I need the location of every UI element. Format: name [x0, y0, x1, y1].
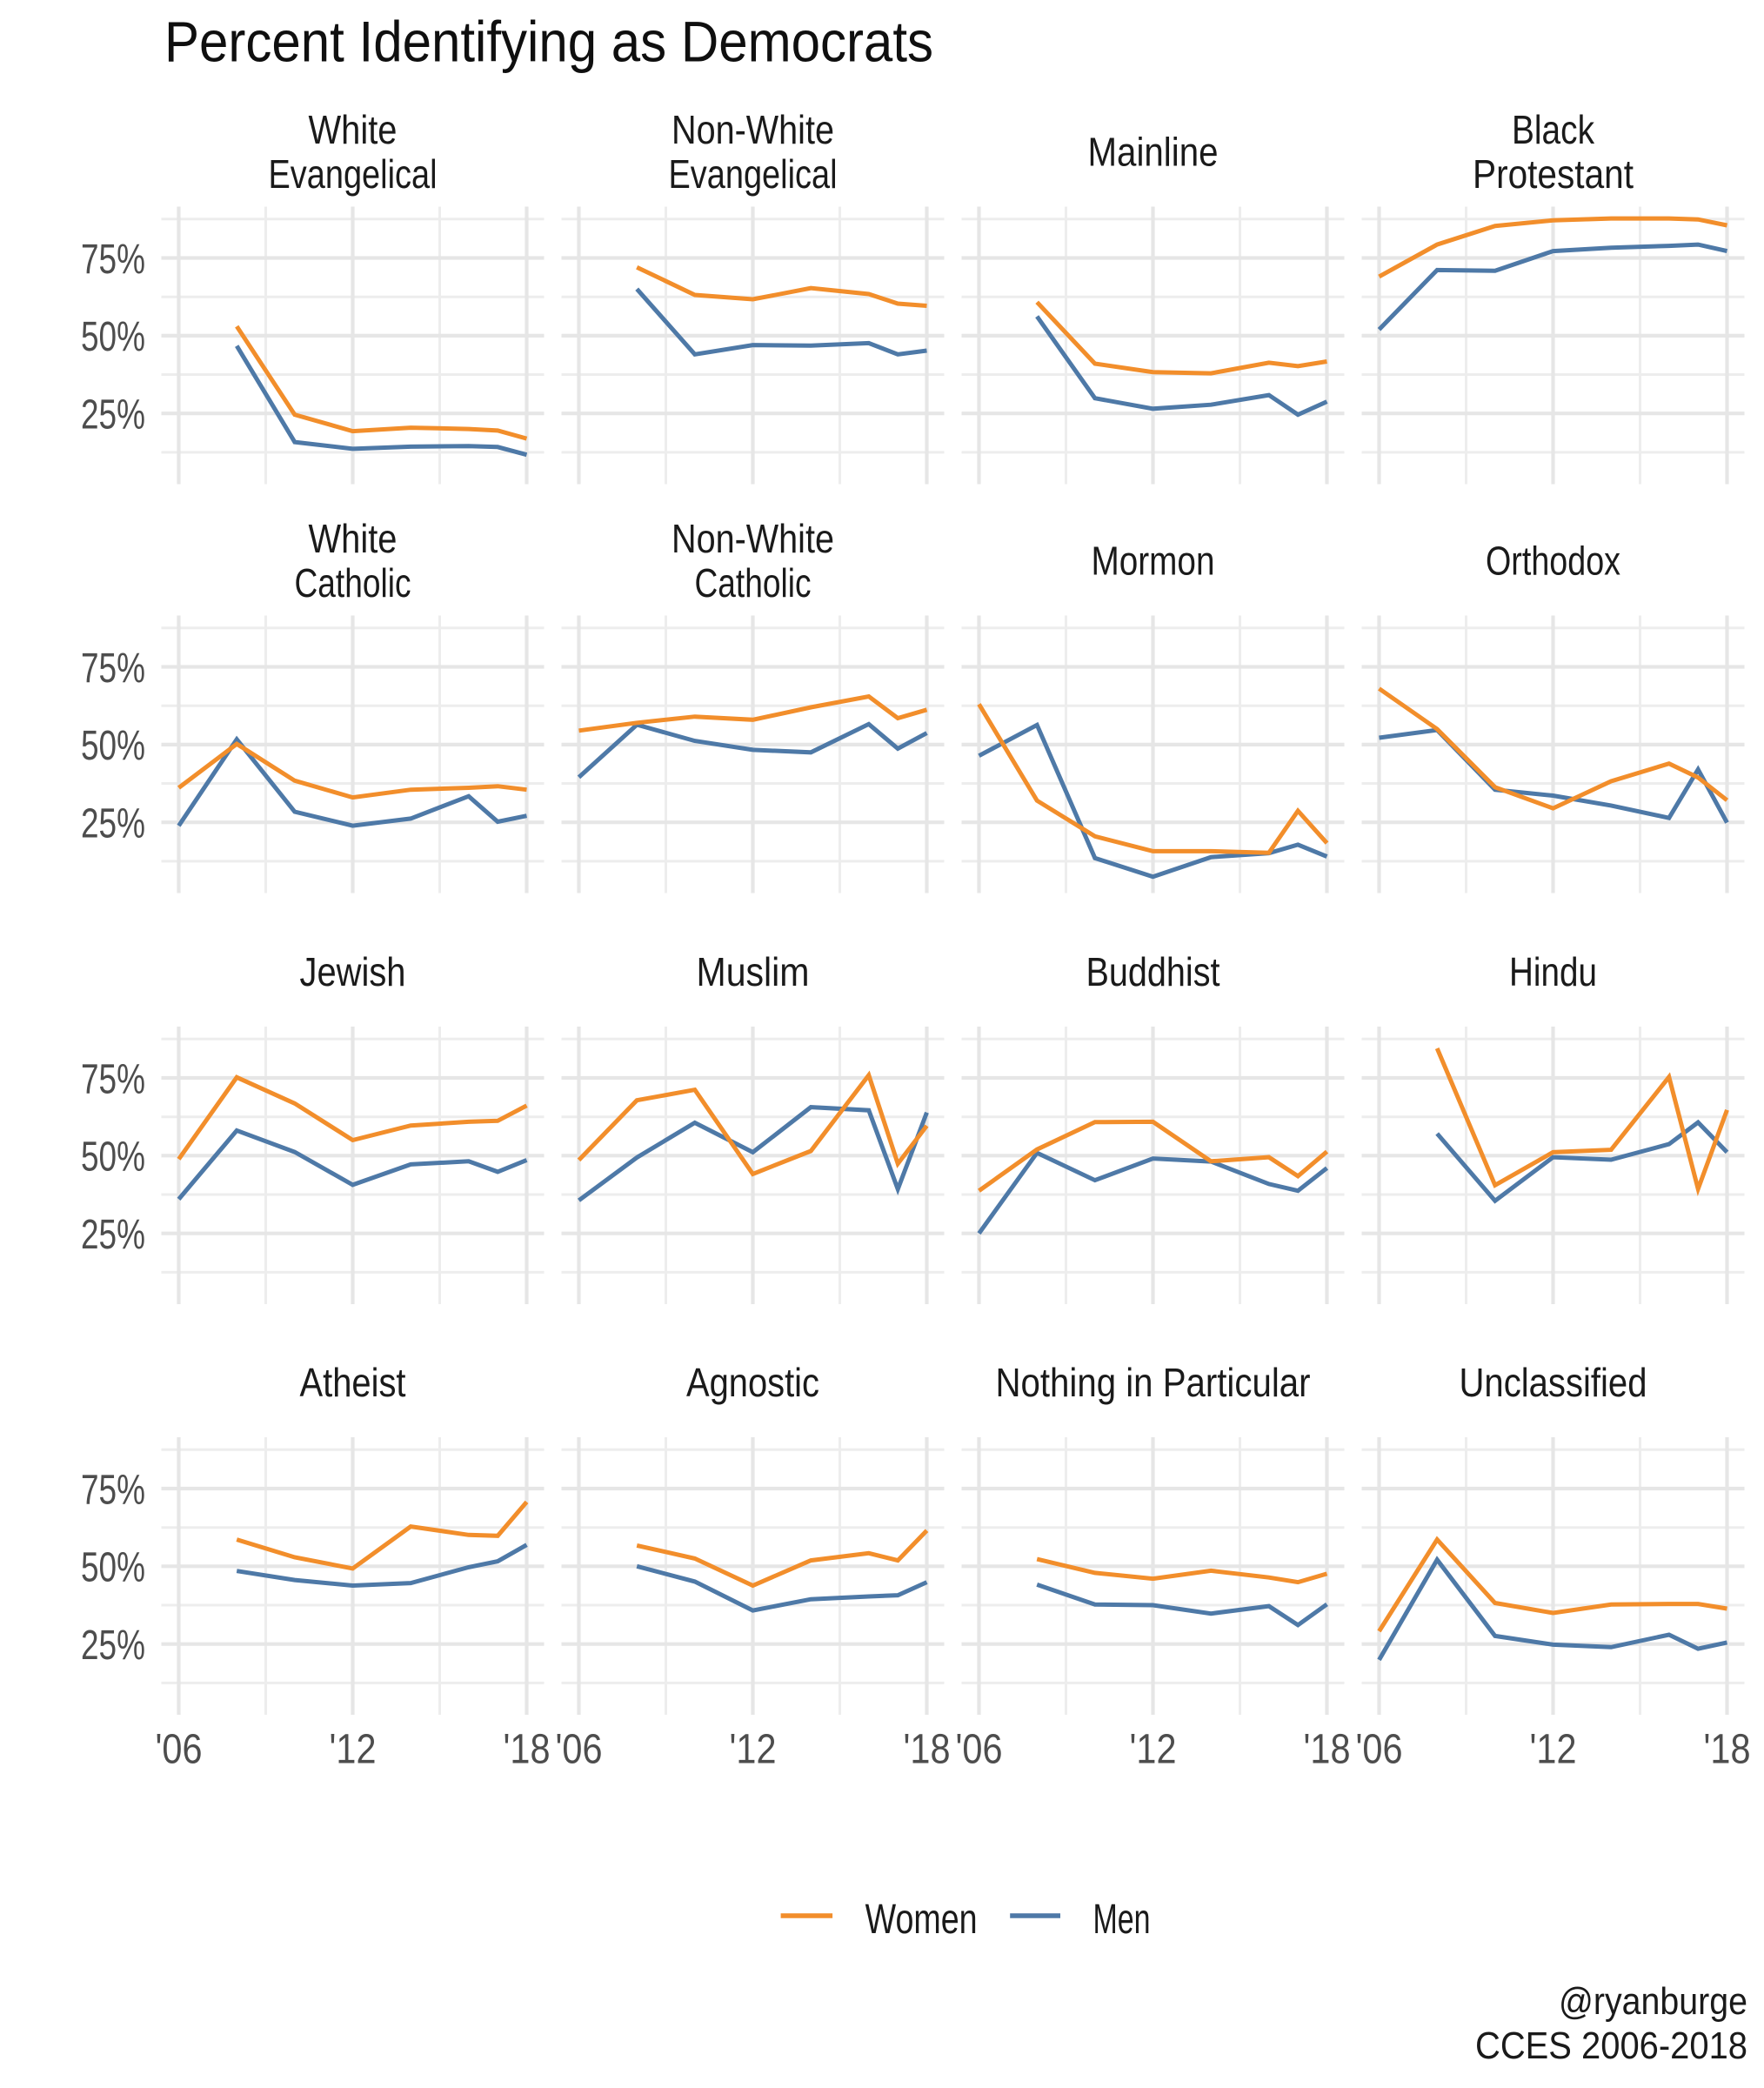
svg-text:Atheist: Atheist — [300, 1360, 406, 1405]
svg-text:White: White — [309, 107, 398, 152]
svg-text:Women: Women — [865, 1897, 978, 1943]
svg-text:'12: '12 — [1130, 1726, 1177, 1773]
svg-text:Agnostic: Agnostic — [686, 1360, 819, 1405]
svg-text:Buddhist: Buddhist — [1086, 949, 1220, 994]
svg-text:@ryanburge: @ryanburge — [1559, 1980, 1747, 2023]
svg-text:Evangelical: Evangelical — [669, 151, 838, 197]
svg-text:'12: '12 — [1530, 1726, 1577, 1773]
svg-text:'06: '06 — [156, 1726, 203, 1773]
svg-text:50%: 50% — [81, 1134, 145, 1181]
svg-text:75%: 75% — [81, 1466, 145, 1513]
svg-text:'06: '06 — [556, 1726, 603, 1773]
svg-text:Black: Black — [1512, 107, 1595, 152]
svg-text:White: White — [309, 516, 398, 561]
svg-text:'06: '06 — [1356, 1726, 1403, 1773]
svg-text:Jewish: Jewish — [300, 949, 406, 994]
svg-text:50%: 50% — [81, 722, 145, 769]
svg-text:Muslim: Muslim — [697, 949, 810, 994]
svg-text:Evangelical: Evangelical — [269, 151, 438, 197]
svg-text:Non-White: Non-White — [672, 516, 834, 561]
svg-text:75%: 75% — [81, 1055, 145, 1102]
svg-text:'12: '12 — [730, 1726, 777, 1773]
svg-text:75%: 75% — [81, 645, 145, 692]
svg-text:50%: 50% — [81, 1544, 145, 1591]
svg-text:25%: 25% — [81, 392, 145, 438]
svg-text:25%: 25% — [81, 800, 145, 847]
svg-text:25%: 25% — [81, 1211, 145, 1258]
svg-text:'12: '12 — [330, 1726, 377, 1773]
svg-text:Mainline: Mainline — [1088, 130, 1219, 175]
svg-text:25%: 25% — [81, 1622, 145, 1669]
svg-text:Non-White: Non-White — [672, 107, 834, 152]
svg-text:75%: 75% — [81, 236, 145, 283]
svg-text:Percent Identifying as Democra: Percent Identifying as Democrats — [164, 10, 933, 74]
svg-text:'18: '18 — [504, 1726, 551, 1773]
svg-text:Mormon: Mormon — [1092, 539, 1215, 584]
svg-text:'18: '18 — [904, 1726, 951, 1773]
svg-text:Catholic: Catholic — [695, 560, 812, 606]
svg-text:'18: '18 — [1304, 1726, 1351, 1773]
svg-text:Nothing in Particular: Nothing in Particular — [996, 1360, 1311, 1405]
svg-text:Protestant: Protestant — [1473, 151, 1634, 197]
svg-text:'18: '18 — [1704, 1726, 1751, 1773]
svg-text:CCES 2006-2018: CCES 2006-2018 — [1475, 2024, 1747, 2067]
svg-text:Hindu: Hindu — [1509, 949, 1597, 994]
svg-text:50%: 50% — [81, 313, 145, 360]
svg-text:Men: Men — [1093, 1897, 1151, 1943]
svg-text:Orthodox: Orthodox — [1486, 539, 1620, 584]
svg-text:Unclassified: Unclassified — [1460, 1360, 1647, 1405]
svg-text:Catholic: Catholic — [295, 560, 411, 606]
svg-text:'06: '06 — [956, 1726, 1003, 1773]
